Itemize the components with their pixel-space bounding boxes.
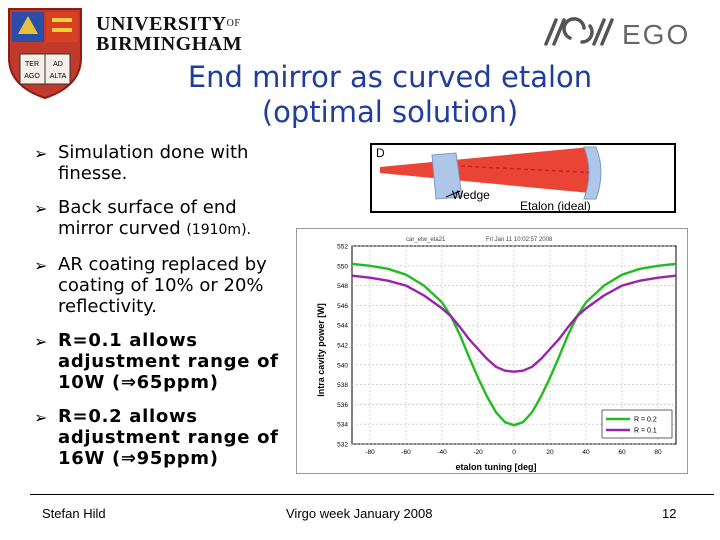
bullet-text: AR coating replaced by coating of 10% or…: [58, 254, 267, 317]
bullet-text: Simulation done with finesse.: [58, 142, 249, 184]
chart-legend: R = 0.2 R = 0.1: [601, 409, 673, 439]
bullet-simulation: ➢ Simulation done with finesse.: [34, 142, 296, 184]
bullet-text: R=0.2 allows adjustment range of 16W (⇒9…: [58, 406, 279, 469]
chart-ylabel: Intra cavity power [W]: [316, 303, 326, 397]
legend-label-1: R = 0.2: [634, 417, 657, 424]
bullet-text: R=0.1 allows adjustment range of 10W (⇒6…: [58, 330, 279, 393]
arrow-bullet-icon: ➢: [34, 408, 49, 427]
title-line2: (optimal solution): [261, 95, 519, 129]
diagram-label-etalon: Etalon (ideal): [520, 199, 591, 213]
x-tick-label: -20: [473, 449, 483, 456]
y-tick-label: 546: [337, 303, 348, 310]
x-tick-label: 40: [582, 449, 590, 456]
bullet-text: Back surface of end mirror curved: [58, 197, 237, 239]
footer-author: Stefan Hild: [42, 506, 106, 521]
y-tick-label: 550: [337, 263, 348, 270]
ego-logo: EGO: [544, 17, 690, 50]
etalon-shape: [583, 146, 602, 200]
y-tick-label: 534: [337, 422, 348, 429]
footer-event: Virgo week January 2008: [286, 506, 433, 521]
y-tick-label: 548: [337, 283, 348, 290]
legend-label-2: R = 0.1: [634, 428, 657, 435]
crest-motto-4: ALTA: [50, 73, 67, 80]
crest-motto-1: TER: [25, 61, 39, 68]
y-tick-label: 544: [337, 323, 348, 330]
bullet-back-surface: ➢ Back surface of end mirror curved (1910…: [34, 197, 296, 241]
university-of: OF: [226, 18, 241, 29]
bullet-list: ➢ Simulation done with finesse. ➢ Back sur…: [34, 142, 296, 482]
arrow-bullet-icon: ➢: [34, 199, 48, 218]
etalon-diagram: D Wedge Etalon (ideal): [370, 143, 676, 213]
diagram-label-d: D: [376, 146, 385, 160]
footer-page-number: 12: [662, 506, 677, 521]
crest-motto-2: AD: [53, 61, 63, 68]
arrow-bullet-icon: ➢: [34, 144, 48, 163]
legend-box: [601, 409, 673, 439]
y-tick-label: 538: [337, 382, 348, 389]
y-tick-label: 540: [337, 362, 348, 369]
ego-text: EGO: [622, 19, 690, 50]
university-name: UNIVERSITYOF BIRMINGHAM: [96, 14, 242, 54]
arrow-bullet-icon: ➢: [34, 332, 49, 351]
diagram-label-wedge: Wedge: [452, 188, 490, 202]
y-tick-label: 542: [337, 343, 348, 350]
university-line2: BIRMINGHAM: [96, 33, 243, 55]
x-tick-label: -60: [401, 449, 411, 456]
chart-header-right: Fri Jan 11 10:02:57 2008: [486, 237, 553, 243]
bullet-ar-coating: ➢ AR coating replaced by coating of 10% o…: [34, 254, 296, 317]
chart-series: [351, 262, 677, 427]
x-tick-label: 0: [512, 449, 516, 456]
arrow-bullet-icon: ➢: [34, 256, 48, 275]
x-tick-label: 20: [546, 449, 554, 456]
series-line-1: [351, 262, 677, 427]
chart-xlabel: etalon tuning [deg]: [456, 462, 537, 472]
university-crest-logo: TER AD AGO ALTA: [8, 8, 82, 100]
title-line1: End mirror as curved etalon: [187, 60, 593, 94]
x-tick-label: 60: [618, 449, 626, 456]
y-tick-label: 552: [337, 244, 348, 251]
x-tick-label: -40: [437, 449, 447, 456]
university-line1: UNIVERSITY: [96, 13, 227, 35]
bullet-text-small: (1910m).: [186, 222, 251, 238]
x-tick-label: -80: [365, 449, 375, 456]
x-tick-label: 80: [654, 449, 662, 456]
bullet-r02: ➢ R=0.2 allows adjustment range of 16W (⇒…: [34, 406, 296, 469]
y-tick-label: 536: [337, 402, 348, 409]
slide-title: End mirror as curved etalon (optimal sol…: [120, 60, 660, 130]
chart-header-left: car_etw_eta21: [406, 237, 446, 243]
chart-ticks: 532 534 536 538 540 542 544 546 548 550 552 -80 -60 -…: [337, 244, 662, 457]
power-vs-tuning-chart: car_etw_eta21 Fri Jan 11 10:02:57 2008 5…: [296, 228, 688, 474]
bullet-r01: ➢ R=0.1 allows adjustment range of 10W (⇒…: [34, 330, 296, 393]
series-line-2: [351, 274, 677, 373]
y-tick-label: 532: [337, 442, 348, 449]
crest-motto-3: AGO: [24, 73, 40, 80]
wedge-shape: [431, 152, 463, 200]
laser-beam: [380, 147, 590, 193]
footer-divider: [30, 494, 714, 495]
